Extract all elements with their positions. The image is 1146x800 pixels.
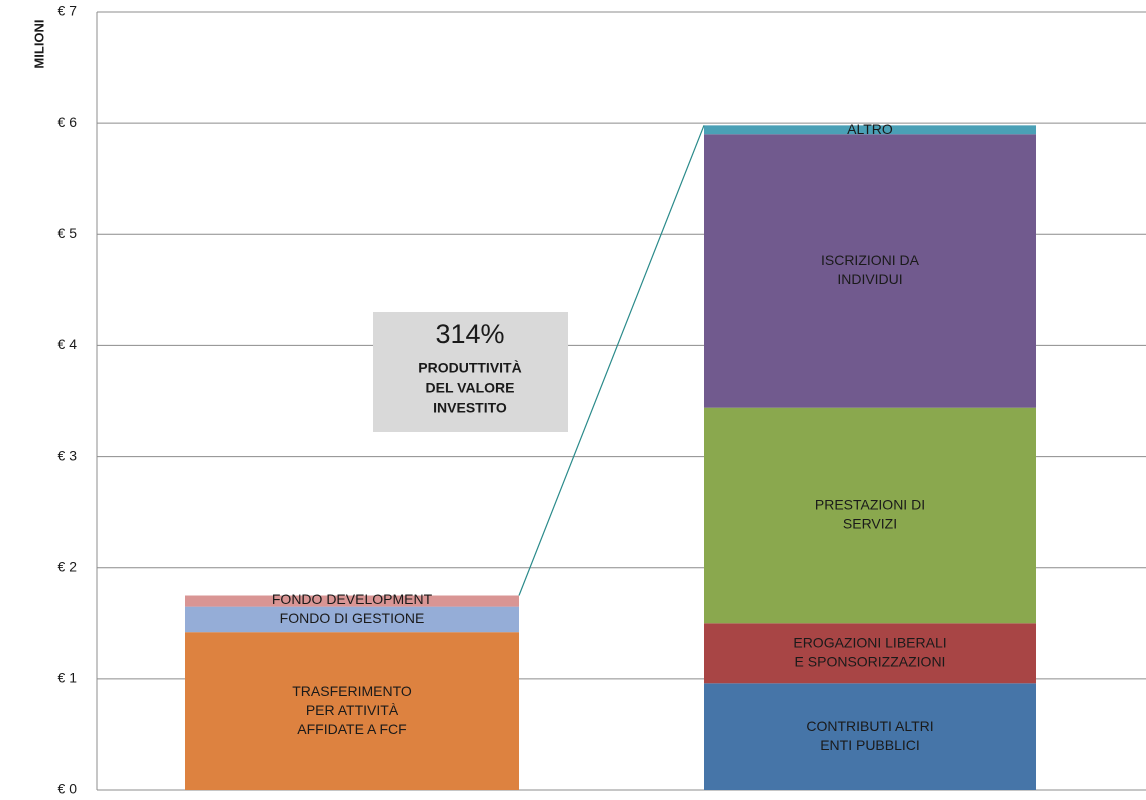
annotation-text: PRODUTTIVITÀ [418, 360, 521, 376]
segment-label: ISCRIZIONI DA [821, 252, 920, 268]
connector [518, 125, 705, 596]
annotation-text: DEL VALORE [426, 380, 515, 396]
bar-segment [185, 595, 519, 607]
segment-label: ENTI PUBBLICI [820, 737, 920, 753]
y-tick-label: € 2 [58, 558, 78, 574]
annotation-box [373, 312, 568, 432]
y-tick-label: € 3 [58, 447, 78, 463]
segment-label: FONDO DI GESTIONE [280, 610, 425, 626]
segment-label: FONDO DEVELOPMENT [272, 591, 433, 607]
segment-label: TRASFERIMENTO [292, 683, 412, 699]
bar-segment [185, 606, 519, 633]
segment-label: E SPONSORIZZAZIONI [795, 653, 946, 669]
y-tick-label: € 5 [58, 225, 78, 241]
segment-label: ALTRO [847, 121, 893, 137]
y-tick-label: € 7 [58, 3, 78, 19]
segment-label: AFFIDATE A FCF [297, 721, 406, 737]
bar-segment [704, 134, 1036, 408]
y-tick-label: € 6 [58, 114, 78, 130]
bar-segment [704, 683, 1036, 790]
segment-label: INDIVIDUI [837, 271, 902, 287]
annotation-text: INVESTITO [433, 400, 507, 416]
annotation-value: 314% [435, 319, 504, 349]
bar-segment [704, 623, 1036, 684]
y-tick-label: € 1 [58, 670, 78, 686]
y-tick-label: € 4 [58, 336, 78, 352]
y-axis-label: MILIONI [31, 19, 46, 68]
segment-label: PER ATTIVITÀ [306, 702, 399, 718]
segment-label: CONTRIBUTI ALTRI [806, 718, 933, 734]
bar-segment [704, 125, 1036, 135]
segment-label: SERVIZI [843, 516, 897, 532]
bar-segment [704, 407, 1036, 624]
segment-label: PRESTAZIONI DI [815, 497, 925, 513]
segment-label: EROGAZIONI LIBERALI [793, 634, 946, 650]
bar-segment [185, 632, 519, 790]
y-tick-label: € 0 [58, 781, 78, 797]
